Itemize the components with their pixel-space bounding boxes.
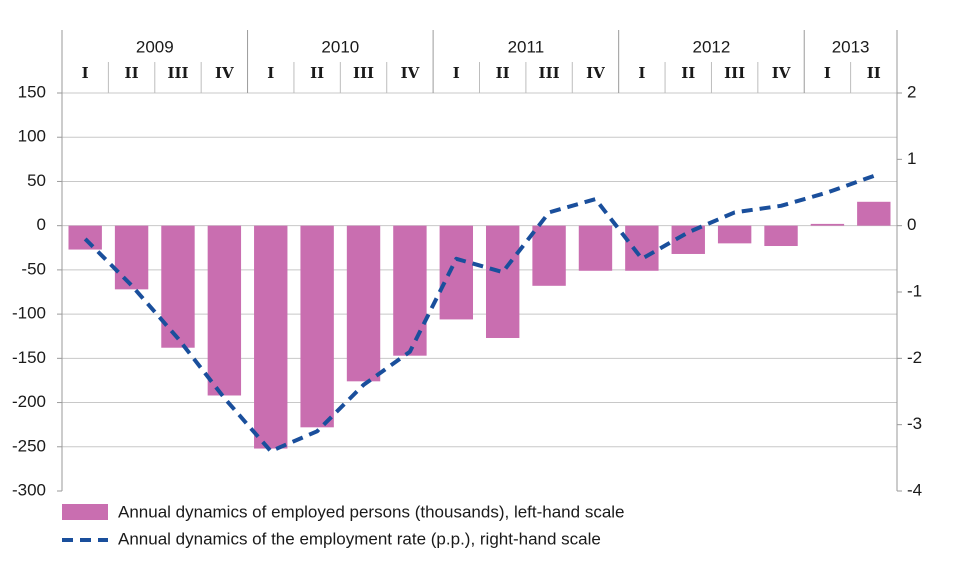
- year-label-2012: 2012: [693, 37, 731, 56]
- right-tick-label-3: -1: [907, 281, 922, 300]
- employment-rate-line: [83, 174, 875, 454]
- quarter-label-12: I: [638, 64, 645, 82]
- quarter-label-0: I: [82, 64, 89, 82]
- right-tick-label-5: -3: [907, 414, 922, 433]
- bar-12: [625, 225, 659, 271]
- quarter-label-3: IV: [215, 64, 234, 82]
- bar-9: [485, 225, 520, 338]
- right-tick-label-6: -4: [907, 480, 922, 499]
- line-point-3: [224, 398, 225, 399]
- left-tick-label-2: 50: [27, 171, 46, 190]
- year-label-2010: 2010: [321, 37, 359, 56]
- left-tick-label-4: -50: [21, 259, 46, 278]
- bar-1: [114, 225, 149, 290]
- left-tick-label-9: -300: [12, 480, 46, 499]
- bar-17: [857, 201, 891, 226]
- quarter-label-10: III: [539, 64, 560, 82]
- legend-label-line: Annual dynamics of the employment rate (…: [118, 529, 601, 548]
- line-point-16: [827, 192, 828, 193]
- quarter-label-4: I: [267, 64, 274, 82]
- left-tick-label-7: -200: [12, 392, 46, 411]
- quarter-label-15: IV: [772, 64, 791, 82]
- bar-14: [717, 225, 752, 244]
- quarter-label-7: IV: [401, 64, 420, 82]
- year-label-2011: 2011: [508, 37, 545, 56]
- bar-4: [254, 225, 288, 449]
- quarter-label-1: II: [125, 64, 139, 82]
- legend-label-bars: Annual dynamics of employed persons (tho…: [118, 502, 625, 521]
- quarter-label-17: II: [867, 64, 881, 82]
- bar-3: [207, 225, 242, 396]
- quarter-label-13: II: [681, 64, 695, 82]
- line-point-10: [549, 212, 550, 213]
- bar-8: [439, 225, 474, 320]
- bar-15: [764, 225, 798, 247]
- quarter-label-6: III: [353, 64, 374, 82]
- left-tick-label-3: 0: [37, 215, 46, 234]
- bar-11: [578, 225, 613, 271]
- right-tick-label-1: 1: [907, 149, 916, 168]
- left-tick-label-8: -250: [12, 436, 46, 455]
- year-label-2009: 2009: [136, 37, 174, 56]
- year-label-2013: 2013: [832, 37, 870, 56]
- right-tick-label-4: -2: [907, 348, 922, 367]
- bar-0: [68, 225, 102, 250]
- legend-swatch-bars: [62, 504, 108, 520]
- right-tick-label-0: 2: [907, 82, 916, 101]
- quarter-label-14: III: [724, 64, 745, 82]
- quarter-label-8: I: [453, 64, 460, 82]
- bar-7: [393, 225, 427, 356]
- quarter-label-5: II: [310, 64, 324, 82]
- bar-6: [346, 225, 381, 382]
- quarter-label-16: I: [824, 64, 831, 82]
- left-tick-label-1: 100: [18, 127, 46, 146]
- quarter-label-2: III: [167, 64, 188, 82]
- bar-16: [810, 223, 845, 226]
- bar-2: [161, 225, 195, 348]
- line-point-4: [270, 451, 271, 452]
- right-tick-label-2: 0: [907, 215, 916, 234]
- left-tick-label-5: -100: [12, 304, 46, 323]
- bar-5: [300, 225, 334, 428]
- bar-10: [532, 225, 566, 286]
- left-tick-label-0: 150: [18, 82, 46, 101]
- left-tick-label-6: -150: [12, 348, 46, 367]
- quarter-label-9: II: [496, 64, 510, 82]
- quarter-label-11: IV: [586, 64, 605, 82]
